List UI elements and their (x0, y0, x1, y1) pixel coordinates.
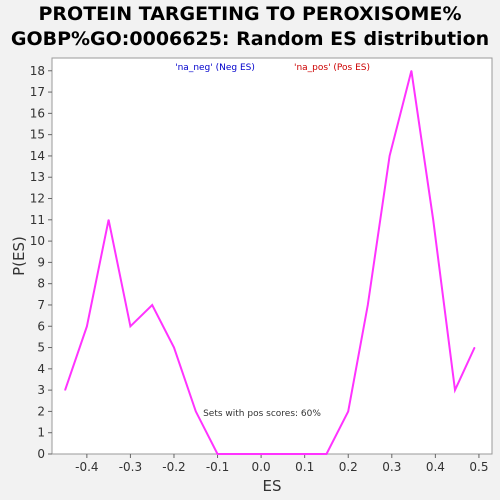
plot-area (51, 57, 493, 455)
data-point (151, 304, 153, 306)
series-layer (64, 70, 476, 455)
data-point (347, 410, 349, 413)
y-tick-label: 16 (30, 106, 45, 120)
data-point (367, 304, 369, 306)
data-point (304, 453, 306, 455)
data-point (410, 70, 413, 72)
y-tick-label: 11 (30, 213, 45, 227)
x-axis: -0.4 -0.3 -0.2 -0.1 0.0 0.1 0.2 0.3 0.4 0.5 (75, 454, 488, 474)
data-point (86, 325, 88, 327)
y-tick-label: 14 (30, 149, 45, 163)
legend-item-pos: 'na_pos' (Pos ES) (294, 63, 370, 73)
y-tick-label: 9 (37, 255, 45, 269)
data-point (389, 155, 391, 157)
data-point (216, 453, 219, 455)
data-point (195, 410, 197, 413)
legend-item-neg: 'na_neg' (Neg ES) (175, 63, 255, 73)
x-tick-label: -0.2 (162, 460, 185, 474)
x-tick-label: 0.1 (295, 460, 314, 474)
y-tick-label: 3 (37, 383, 45, 397)
data-point (473, 346, 476, 349)
x-tick-label: 0.2 (339, 460, 358, 474)
chart-title-line-1: PROTEIN TARGETING TO PEROXISOME% (38, 3, 462, 25)
y-tick-label: 17 (30, 85, 45, 99)
y-tick-label: 13 (30, 170, 45, 184)
x-tick-label: 0.3 (382, 460, 401, 474)
data-point (432, 219, 434, 221)
series-line (64, 70, 476, 455)
x-axis-title: ES (263, 477, 282, 495)
y-tick-label: 2 (37, 404, 45, 418)
x-tick-label: 0.0 (252, 460, 271, 474)
y-tick-label: 5 (37, 341, 45, 355)
x-tick-label: -0.3 (119, 460, 142, 474)
x-tick-label: -0.1 (206, 460, 229, 474)
data-point (260, 453, 262, 455)
x-tick-label: 0.4 (426, 460, 445, 474)
y-tick-label: 7 (37, 298, 45, 312)
data-point (238, 453, 240, 455)
y-tick-label: 1 (37, 426, 45, 440)
y-tick-label: 6 (37, 319, 45, 333)
data-point (325, 453, 328, 455)
data-point (173, 346, 175, 349)
data-point (282, 453, 284, 455)
y-tick-label: 12 (30, 192, 45, 206)
y-tick-label: 4 (37, 362, 45, 376)
y-tick-label: 0 (37, 447, 45, 461)
data-point (129, 325, 132, 327)
y-axis-title: P(ES) (10, 236, 28, 276)
data-point (64, 389, 66, 391)
y-tick-label: 8 (37, 277, 45, 291)
pos-scores-annotation: Sets with pos scores: 60% (203, 409, 321, 419)
x-tick-label: -0.4 (75, 460, 98, 474)
chart-title-line-2: GOBP%GO:0006625: Random ES distribution (10, 28, 490, 50)
data-point (108, 219, 110, 221)
y-tick-label: 18 (30, 64, 45, 78)
y-tick-label: 10 (30, 234, 45, 248)
x-tick-label: 0.5 (469, 460, 488, 474)
data-point (454, 389, 456, 391)
y-tick-label: 15 (30, 128, 45, 142)
